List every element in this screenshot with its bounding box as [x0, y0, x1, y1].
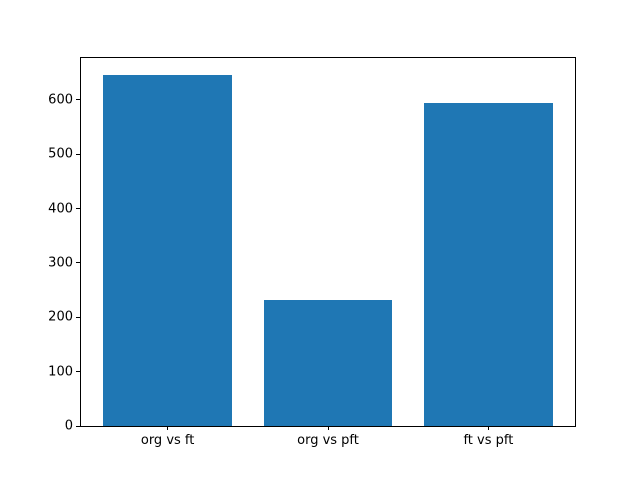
- x-tick-label: ft vs pft: [463, 433, 514, 448]
- bar-ft-vs-pft: [424, 102, 553, 426]
- y-tick-mark: [76, 208, 80, 210]
- y-tick-mark: [76, 99, 80, 101]
- y-tick-mark: [76, 425, 80, 427]
- y-tick-mark: [76, 153, 80, 155]
- x-tick-label: org vs ft: [140, 433, 195, 448]
- y-tick-mark: [76, 262, 80, 264]
- y-tick-label: 200: [48, 309, 73, 325]
- y-tick-mark: [76, 371, 80, 373]
- x-tick-mark: [327, 426, 329, 430]
- y-tick-label: 0: [64, 418, 73, 434]
- bar-org-vs-ft: [103, 75, 232, 426]
- x-tick-label: org vs pft: [297, 433, 359, 448]
- y-tick-label: 400: [48, 201, 73, 217]
- bar-org-vs-pft: [263, 299, 393, 426]
- y-tick-label: 100: [48, 364, 73, 380]
- y-tick-mark: [76, 316, 80, 318]
- y-tick-label: 600: [48, 92, 73, 108]
- y-tick-label: 300: [48, 255, 73, 271]
- y-tick-label: 500: [48, 146, 73, 162]
- x-tick-mark: [167, 426, 169, 430]
- x-tick-mark: [487, 426, 489, 430]
- plot-area: 0 100 200 300 400 500 600 org vs ft org vs pft f…: [48, 57, 576, 447]
